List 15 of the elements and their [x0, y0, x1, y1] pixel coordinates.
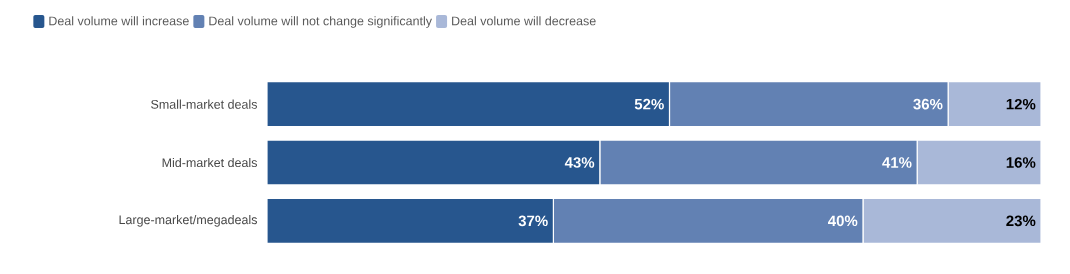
data-label: 43%	[564, 157, 595, 168]
y-tick-label: Large-market/megadeals	[119, 215, 257, 227]
data-label: 12%	[1006, 98, 1036, 110]
y-tick-label: Mid-market deals	[162, 157, 257, 168]
legend-label: Deal volume will increase	[49, 16, 189, 26]
data-label: 52%	[634, 98, 664, 110]
data-label: 23%	[1006, 215, 1036, 227]
data-label: 40%	[828, 215, 858, 227]
data-label: 36%	[913, 98, 943, 110]
y-tick-label: Small-market deals	[151, 99, 257, 109]
data-label: 16%	[1006, 157, 1036, 168]
data-label: 41%	[882, 157, 912, 168]
legend-label: Deal volume will not change significantly	[209, 16, 432, 28]
data-label: 37%	[518, 215, 548, 227]
legend-label: Deal volume will decrease	[452, 16, 596, 26]
